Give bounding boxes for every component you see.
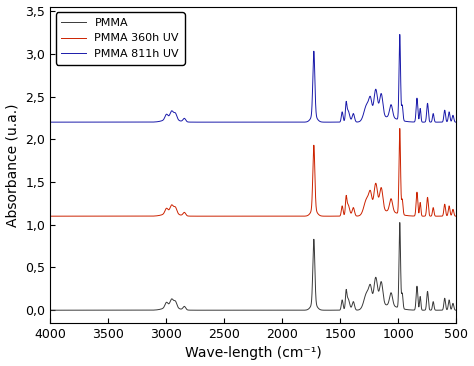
PMMA bbox=[144, 308, 149, 313]
PMMA bbox=[454, 308, 459, 313]
PMMA 360h UV bbox=[450, 208, 456, 212]
PMMA 360h UV bbox=[229, 214, 235, 219]
X-axis label: Wave-length (cm⁻¹): Wave-length (cm⁻¹) bbox=[185, 347, 321, 361]
PMMA bbox=[201, 308, 206, 313]
PMMA 811h UV bbox=[201, 120, 206, 124]
PMMA 360h UV bbox=[146, 214, 152, 219]
PMMA 811h UV bbox=[454, 120, 459, 124]
Line: PMMA 360h UV: PMMA 360h UV bbox=[50, 128, 456, 216]
PMMA 811h UV bbox=[146, 120, 152, 124]
PMMA 360h UV bbox=[142, 214, 147, 219]
PMMA bbox=[142, 308, 147, 313]
PMMA 360h UV bbox=[397, 126, 402, 131]
PMMA 811h UV bbox=[229, 120, 235, 124]
PMMA 811h UV bbox=[397, 32, 402, 37]
PMMA 360h UV bbox=[454, 214, 459, 219]
Line: PMMA: PMMA bbox=[50, 223, 456, 310]
PMMA bbox=[229, 308, 235, 313]
PMMA 811h UV bbox=[450, 113, 456, 118]
PMMA 811h UV bbox=[47, 120, 53, 124]
PMMA 811h UV bbox=[142, 120, 147, 124]
PMMA bbox=[397, 220, 402, 225]
Line: PMMA 811h UV: PMMA 811h UV bbox=[50, 34, 456, 122]
PMMA bbox=[450, 302, 456, 306]
Y-axis label: Absorbance (u.a.): Absorbance (u.a.) bbox=[6, 103, 19, 227]
PMMA 360h UV bbox=[47, 214, 53, 219]
PMMA 360h UV bbox=[201, 214, 206, 219]
PMMA 811h UV bbox=[144, 120, 149, 124]
Legend: PMMA, PMMA 360h UV, PMMA 811h UV: PMMA, PMMA 360h UV, PMMA 811h UV bbox=[55, 12, 184, 64]
PMMA bbox=[146, 308, 152, 313]
PMMA bbox=[47, 308, 53, 313]
PMMA 360h UV bbox=[144, 214, 149, 219]
